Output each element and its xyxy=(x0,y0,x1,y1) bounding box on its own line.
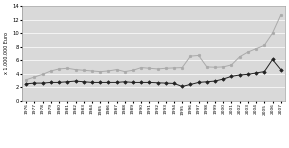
Nederland (VWS/WVC + SNS) xyxy=(90,82,94,83)
Line: Nederland (VWS/WVC + SNS): Nederland (VWS/WVC + SNS) xyxy=(25,58,282,88)
Nederland (VWS/WVC + SNS) xyxy=(156,82,159,84)
Nederland (VWS/WVC + SNS) xyxy=(172,83,176,84)
Vlaanderen (Bloso) xyxy=(205,66,209,68)
Nederland (VWS/WVC + SNS) xyxy=(279,69,282,70)
Nederland (VWS/WVC + SNS) xyxy=(271,59,274,60)
Vlaanderen (Bloso) xyxy=(271,32,274,34)
Nederland (VWS/WVC + SNS) xyxy=(107,82,110,83)
Vlaanderen (Bloso) xyxy=(90,70,94,72)
Vlaanderen (Bloso) xyxy=(99,71,102,73)
Nederland (VWS/WVC + SNS) xyxy=(66,81,69,83)
Nederland (VWS/WVC + SNS) xyxy=(58,82,61,83)
Nederland (VWS/WVC + SNS) xyxy=(131,82,135,83)
Vlaanderen (Bloso) xyxy=(197,55,200,56)
Nederland (VWS/WVC + SNS) xyxy=(115,82,118,83)
Nederland (VWS/WVC + SNS) xyxy=(25,83,28,85)
Nederland (VWS/WVC + SNS) xyxy=(230,75,233,77)
Line: Vlaanderen (Bloso): Vlaanderen (Bloso) xyxy=(25,14,282,81)
Y-axis label: x 1.000.000 Euro: x 1.000.000 Euro xyxy=(4,32,9,74)
Vlaanderen (Bloso) xyxy=(66,67,69,69)
Nederland (VWS/WVC + SNS) xyxy=(148,82,151,83)
Nederland (VWS/WVC + SNS) xyxy=(74,80,77,82)
Nederland (VWS/WVC + SNS) xyxy=(222,78,225,80)
Nederland (VWS/WVC + SNS) xyxy=(140,82,143,83)
Vlaanderen (Bloso) xyxy=(263,44,266,46)
Vlaanderen (Bloso) xyxy=(49,70,53,72)
Vlaanderen (Bloso) xyxy=(246,51,250,53)
Vlaanderen (Bloso) xyxy=(74,69,77,70)
Vlaanderen (Bloso) xyxy=(181,67,184,69)
Vlaanderen (Bloso) xyxy=(164,67,168,69)
Vlaanderen (Bloso) xyxy=(172,67,176,69)
Vlaanderen (Bloso) xyxy=(82,69,86,71)
Nederland (VWS/WVC + SNS) xyxy=(41,82,45,84)
Vlaanderen (Bloso) xyxy=(148,67,151,69)
Nederland (VWS/WVC + SNS) xyxy=(99,82,102,83)
Vlaanderen (Bloso) xyxy=(279,14,282,16)
Vlaanderen (Bloso) xyxy=(140,67,143,69)
Vlaanderen (Bloso) xyxy=(115,69,118,70)
Nederland (VWS/WVC + SNS) xyxy=(33,82,36,84)
Vlaanderen (Bloso) xyxy=(222,66,225,68)
Nederland (VWS/WVC + SNS) xyxy=(82,81,86,83)
Vlaanderen (Bloso) xyxy=(33,76,36,78)
Vlaanderen (Bloso) xyxy=(189,55,192,57)
Nederland (VWS/WVC + SNS) xyxy=(238,74,241,76)
Vlaanderen (Bloso) xyxy=(107,70,110,72)
Nederland (VWS/WVC + SNS) xyxy=(213,80,217,82)
Nederland (VWS/WVC + SNS) xyxy=(189,84,192,85)
Nederland (VWS/WVC + SNS) xyxy=(164,82,168,84)
Vlaanderen (Bloso) xyxy=(25,79,28,81)
Vlaanderen (Bloso) xyxy=(254,48,258,50)
Nederland (VWS/WVC + SNS) xyxy=(254,72,258,74)
Vlaanderen (Bloso) xyxy=(123,71,127,73)
Nederland (VWS/WVC + SNS) xyxy=(181,86,184,87)
Nederland (VWS/WVC + SNS) xyxy=(197,82,200,83)
Vlaanderen (Bloso) xyxy=(213,66,217,68)
Vlaanderen (Bloso) xyxy=(156,68,159,70)
Vlaanderen (Bloso) xyxy=(58,68,61,70)
Nederland (VWS/WVC + SNS) xyxy=(246,73,250,75)
Nederland (VWS/WVC + SNS) xyxy=(205,81,209,83)
Vlaanderen (Bloso) xyxy=(131,69,135,71)
Nederland (VWS/WVC + SNS) xyxy=(49,82,53,83)
Vlaanderen (Bloso) xyxy=(238,56,241,58)
Nederland (VWS/WVC + SNS) xyxy=(123,81,127,83)
Vlaanderen (Bloso) xyxy=(230,64,233,66)
Nederland (VWS/WVC + SNS) xyxy=(263,71,266,73)
Vlaanderen (Bloso) xyxy=(41,73,45,75)
